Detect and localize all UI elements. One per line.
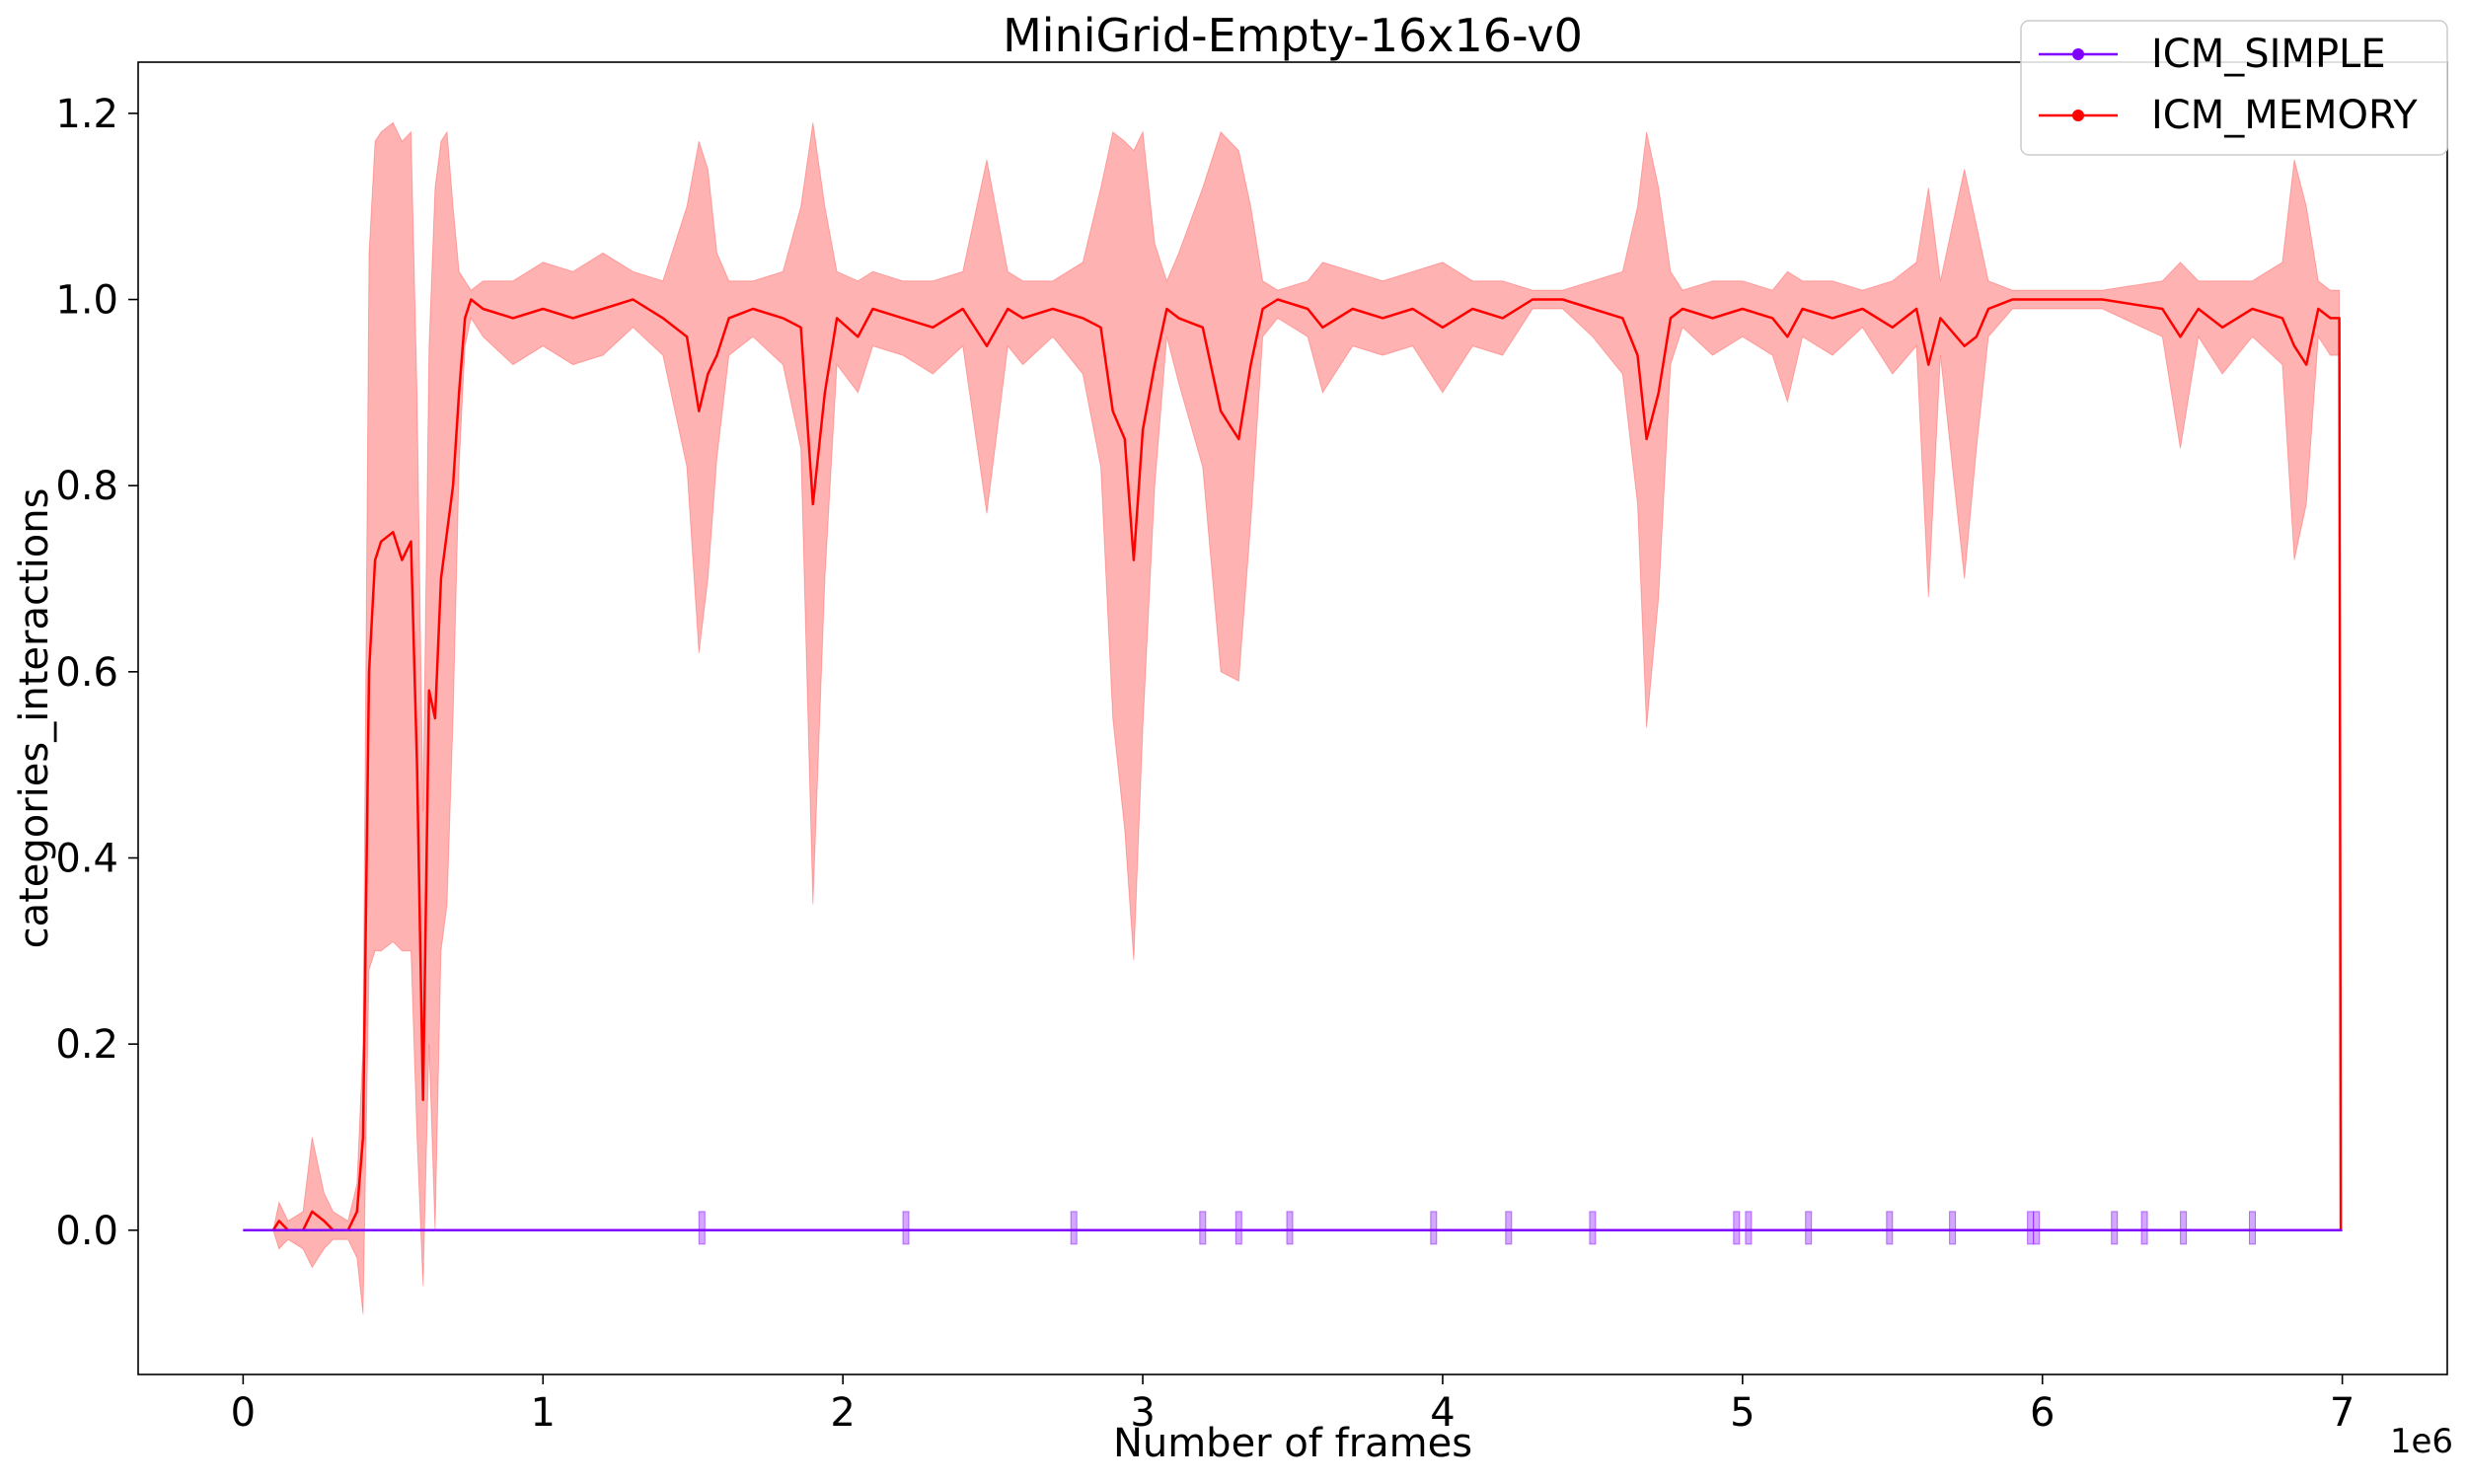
legend-box [2020, 20, 2448, 156]
x-tick-label: 0 [231, 1390, 256, 1436]
icm-simple-band-spike [2249, 1211, 2256, 1245]
chart-title: MiniGrid-Empty-16x16-v0 [1003, 9, 1583, 62]
x-offset-label: 1e6 [2390, 1422, 2453, 1461]
icm-simple-band-spike [698, 1211, 706, 1245]
legend: ICM_SIMPLE ICM_MEMORY [2020, 20, 2448, 156]
icm-simple-band-spike [1733, 1211, 1741, 1245]
legend-icm-simple-label: ICM_SIMPLE [2151, 32, 2386, 77]
y-tick-label: 1.0 [55, 278, 118, 324]
x-tick-label: 5 [1730, 1390, 1755, 1436]
icm-simple-band-spike [2027, 1211, 2035, 1245]
icm-simple-band-spike [2180, 1211, 2188, 1245]
plot-area [243, 121, 2343, 1314]
icm-simple-band-spike [1430, 1211, 1438, 1245]
x-tick-label: 2 [830, 1390, 855, 1436]
icm-simple-band-spike [1805, 1211, 1813, 1245]
icm-simple-band-spike [902, 1211, 910, 1245]
x-tick-label: 1 [531, 1390, 556, 1436]
icm-simple-band-spike [1199, 1211, 1207, 1245]
y-axis: 0.0 0.2 0.4 0.6 0.8 1.0 1.2 [55, 92, 138, 1254]
x-axis: 0 1 2 3 4 5 6 7 [231, 1374, 2355, 1436]
icm-memory-band [243, 121, 2342, 1314]
x-axis-label: Number of frames [1113, 1421, 1472, 1466]
y-tick-label: 0.4 [55, 836, 118, 881]
y-tick-label: 0.8 [55, 464, 118, 509]
icm-simple-band-spike [2140, 1211, 2148, 1245]
y-tick-label: 0.2 [55, 1022, 118, 1068]
y-axis-label: categories_interactions [12, 488, 57, 949]
icm-simple-band-spike [1286, 1211, 1294, 1245]
x-tick-label: 6 [2030, 1390, 2055, 1436]
icm-simple-band-spike [1949, 1211, 1957, 1245]
icm-simple-band-spike [2033, 1211, 2041, 1245]
y-tick-label: 1.2 [55, 92, 118, 137]
plot-frame [137, 61, 2448, 1375]
icm-simple-band-spike [1745, 1211, 1753, 1245]
y-tick-label: 0.6 [55, 650, 118, 696]
y-tick-label: 0.0 [55, 1209, 118, 1254]
x-tick-label: 7 [2330, 1390, 2355, 1436]
icm-simple-band-spike [1886, 1211, 1894, 1245]
plot-layer [243, 121, 2343, 1314]
icm-simple-band-spike [1505, 1211, 1513, 1245]
icm-simple-band-spike [1589, 1211, 1597, 1245]
icm-simple-band-spike [2111, 1211, 2119, 1245]
x-tick-label: 3 [1130, 1390, 1155, 1436]
icm-simple-band-spike [1070, 1211, 1078, 1245]
x-tick-label: 4 [1430, 1390, 1455, 1436]
legend-icm-memory-label: ICM_MEMORY [2151, 93, 2418, 138]
icm-memory-line [243, 298, 2343, 1232]
legend-icm-simple-marker [2072, 48, 2084, 60]
legend-icm-memory-marker [2072, 110, 2084, 121]
icm-simple-band-spike [1234, 1211, 1242, 1245]
